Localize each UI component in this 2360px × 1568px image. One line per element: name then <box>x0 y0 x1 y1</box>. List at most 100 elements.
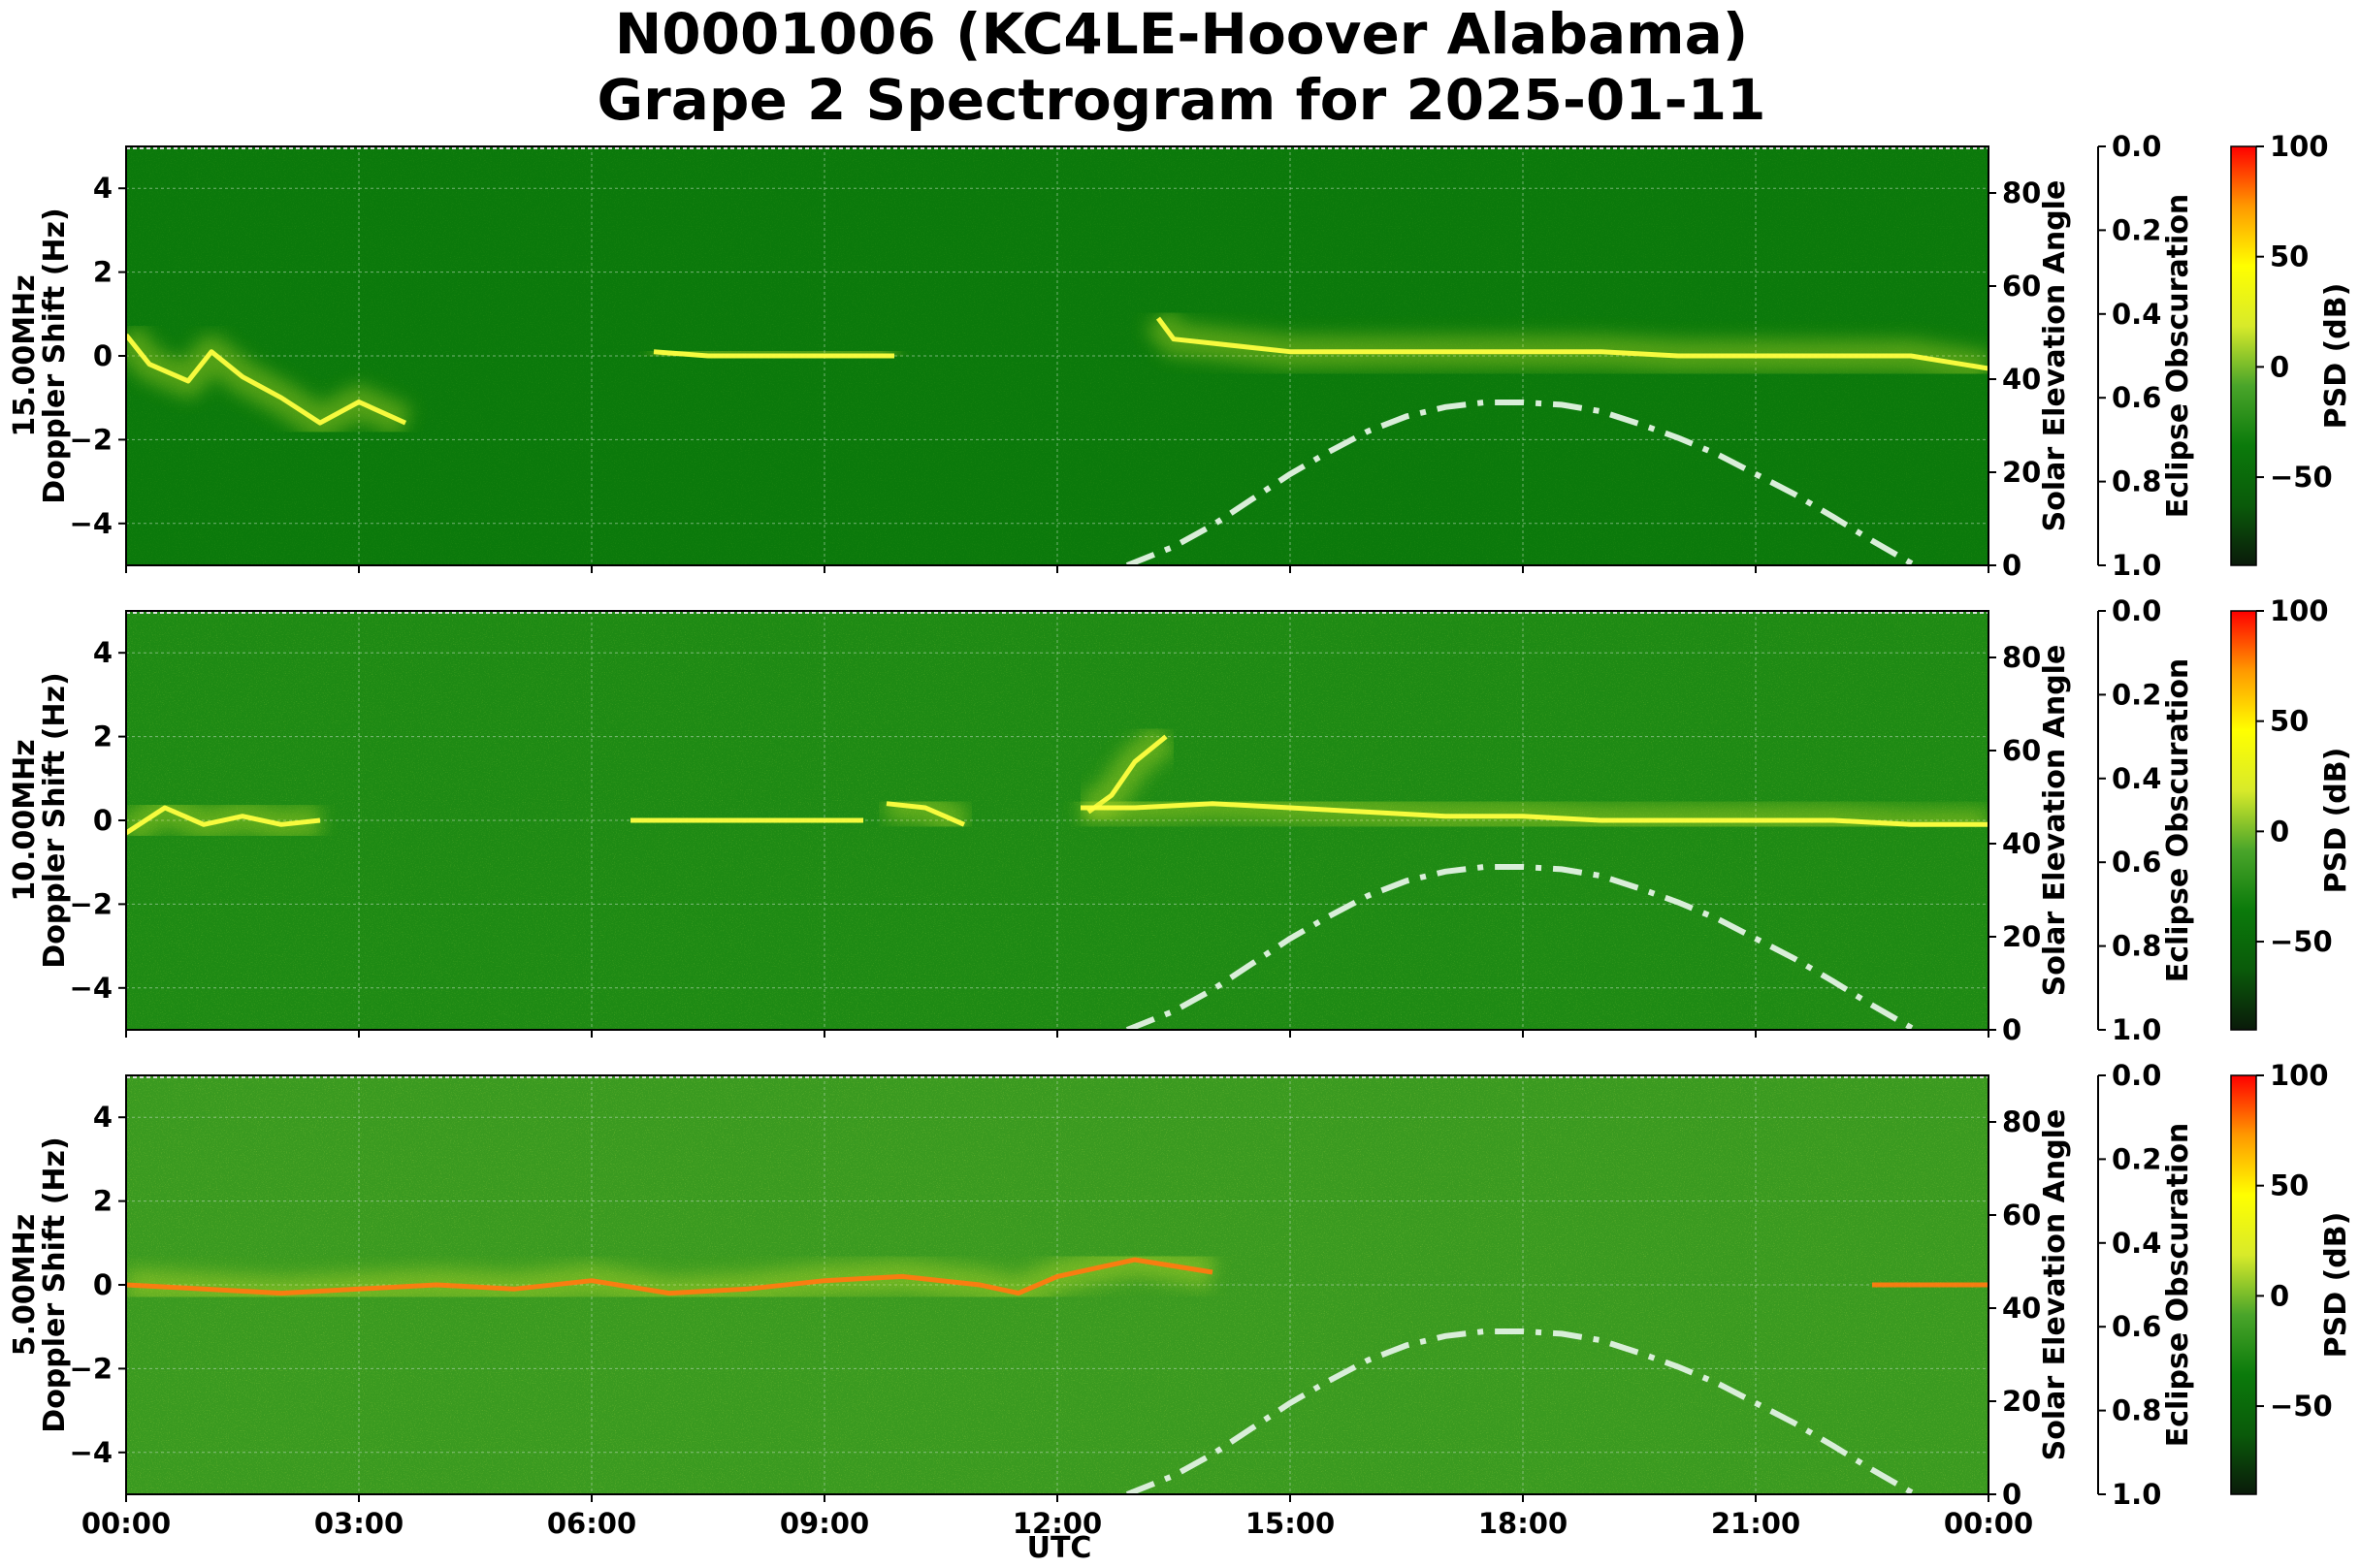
panel-frequency-label: 5.00MHz <box>8 1214 42 1356</box>
panel-frequency-label: 15.00MHz <box>8 274 42 436</box>
obscuration-tick-label: 0.4 <box>2112 298 2161 331</box>
y-tick-label: −2 <box>70 887 113 920</box>
colorbar-label: PSD (dB) <box>2319 748 2353 894</box>
colorbar-tick-label: 100 <box>2270 1059 2329 1092</box>
signal-trace <box>653 349 894 359</box>
elevation-axis-label: Solar Elevation Angle <box>2038 1109 2072 1461</box>
obscuration-tick-label: 1.0 <box>2112 549 2161 582</box>
elevation-tick-label: 0 <box>2002 549 2021 582</box>
obscuration-axis-label: Eclipse Obscuration <box>2161 658 2195 983</box>
elevation-tick-label: 60 <box>2002 1199 2041 1232</box>
y-tick-label: 0 <box>93 339 113 372</box>
solar-elevation-curve <box>1125 1328 1922 1494</box>
obscuration-axis-label: Eclipse Obscuration <box>2161 1123 2195 1448</box>
y-tick-label: 0 <box>93 804 113 837</box>
chart-title: N0001006 (KC4LE-Hoover Alabama) <box>615 1 1748 67</box>
elevation-tick-label: 60 <box>2002 734 2041 767</box>
elevation-tick-label: 0 <box>2002 1013 2021 1046</box>
y-tick-label: 2 <box>93 720 113 753</box>
obscuration-tick-label: 0.2 <box>2112 213 2161 246</box>
elevation-tick-label: 40 <box>2002 363 2041 396</box>
y-tick-label: −4 <box>70 1436 113 1469</box>
colorbar-label: PSD (dB) <box>2319 283 2353 430</box>
colorbar-tick-label: 50 <box>2270 240 2309 273</box>
x-tick-label: 03:00 <box>314 1507 404 1540</box>
y-tick-label: 4 <box>93 636 113 669</box>
x-tick-label: 21:00 <box>1711 1507 1800 1540</box>
plot-area <box>126 146 1988 565</box>
x-tick-label: 06:00 <box>547 1507 636 1540</box>
obscuration-tick-label: 0.8 <box>2112 930 2161 963</box>
y-tick-label: −4 <box>70 972 113 1005</box>
elevation-tick-label: 80 <box>2002 176 2041 209</box>
obscuration-tick-label: 0.0 <box>2112 594 2161 627</box>
y-axis-label: Doppler Shift (Hz) <box>38 1136 72 1432</box>
y-axis-label: Doppler Shift (Hz) <box>38 208 72 503</box>
signal-trace <box>1081 801 1988 827</box>
obscuration-tick-label: 0.4 <box>2112 1227 2161 1260</box>
obscuration-tick-label: 0.4 <box>2112 762 2161 795</box>
obscuration-tick-label: 0.6 <box>2112 381 2161 414</box>
x-tick-label: 15:00 <box>1245 1507 1335 1540</box>
y-tick-label: −2 <box>70 1352 113 1385</box>
colorbar <box>2230 1074 2257 1495</box>
colorbar-tick-label: 50 <box>2270 1169 2309 1202</box>
elevation-tick-label: 40 <box>2002 827 2041 860</box>
colorbar-tick-label: 100 <box>2270 130 2329 163</box>
obscuration-tick-label: 0.0 <box>2112 130 2161 163</box>
solar-elevation-curve <box>1125 864 1922 1030</box>
obscuration-tick-label: 1.0 <box>2112 1478 2161 1511</box>
x-tick-label: 00:00 <box>81 1507 171 1540</box>
obscuration-tick-label: 0.6 <box>2112 1310 2161 1343</box>
colorbar-tick-label: 0 <box>2270 1279 2289 1312</box>
elevation-tick-label: 80 <box>2002 641 2041 674</box>
signal-trace <box>126 333 407 426</box>
elevation-tick-label: 20 <box>2002 920 2041 953</box>
y-tick-label: 4 <box>93 1101 113 1134</box>
colorbar-tick-label: −50 <box>2270 1390 2333 1423</box>
colorbar <box>2230 610 2257 1031</box>
obscuration-tick-label: 0.8 <box>2112 1394 2161 1427</box>
colorbar <box>2230 145 2257 566</box>
signal-trace <box>1155 316 1988 371</box>
signal-trace <box>886 801 965 827</box>
elevation-axis-label: Solar Elevation Angle <box>2038 645 2072 997</box>
y-tick-label: 4 <box>93 172 113 205</box>
signal-trace <box>126 1257 1213 1296</box>
x-tick-label: 00:00 <box>1944 1507 2033 1540</box>
obscuration-tick-label: 0.2 <box>2112 1142 2161 1175</box>
x-axis-label: UTC <box>1027 1531 1092 1564</box>
obscuration-tick-label: 0.0 <box>2112 1059 2161 1092</box>
y-tick-label: −4 <box>70 507 113 540</box>
colorbar-tick-label: 0 <box>2270 815 2289 848</box>
elevation-tick-label: 40 <box>2002 1292 2041 1325</box>
obscuration-tick-label: 1.0 <box>2112 1013 2161 1046</box>
x-tick-label: 09:00 <box>780 1507 869 1540</box>
obscuration-tick-label: 0.8 <box>2112 465 2161 498</box>
y-tick-label: −2 <box>70 423 113 456</box>
obscuration-axis-label: Eclipse Obscuration <box>2161 194 2195 519</box>
plot-area <box>126 1075 1988 1494</box>
colorbar-tick-label: 0 <box>2270 350 2289 383</box>
colorbar-tick-label: −50 <box>2270 925 2333 958</box>
signal-trace <box>126 805 321 836</box>
elevation-axis-label: Solar Elevation Angle <box>2038 180 2072 532</box>
y-axis-label: Doppler Shift (Hz) <box>38 672 72 968</box>
colorbar-label: PSD (dB) <box>2319 1212 2353 1359</box>
elevation-tick-label: 20 <box>2002 1385 2041 1418</box>
obscuration-tick-label: 0.6 <box>2112 846 2161 879</box>
colorbar-tick-label: 100 <box>2270 594 2329 627</box>
x-tick-label: 12:00 <box>1013 1507 1102 1540</box>
panel-frequency-label: 10.00MHz <box>8 739 42 901</box>
elevation-tick-label: 80 <box>2002 1105 2041 1138</box>
elevation-tick-label: 0 <box>2002 1478 2021 1511</box>
obscuration-tick-label: 0.2 <box>2112 678 2161 711</box>
y-tick-label: 2 <box>93 256 113 289</box>
colorbar-tick-label: 50 <box>2270 705 2309 738</box>
